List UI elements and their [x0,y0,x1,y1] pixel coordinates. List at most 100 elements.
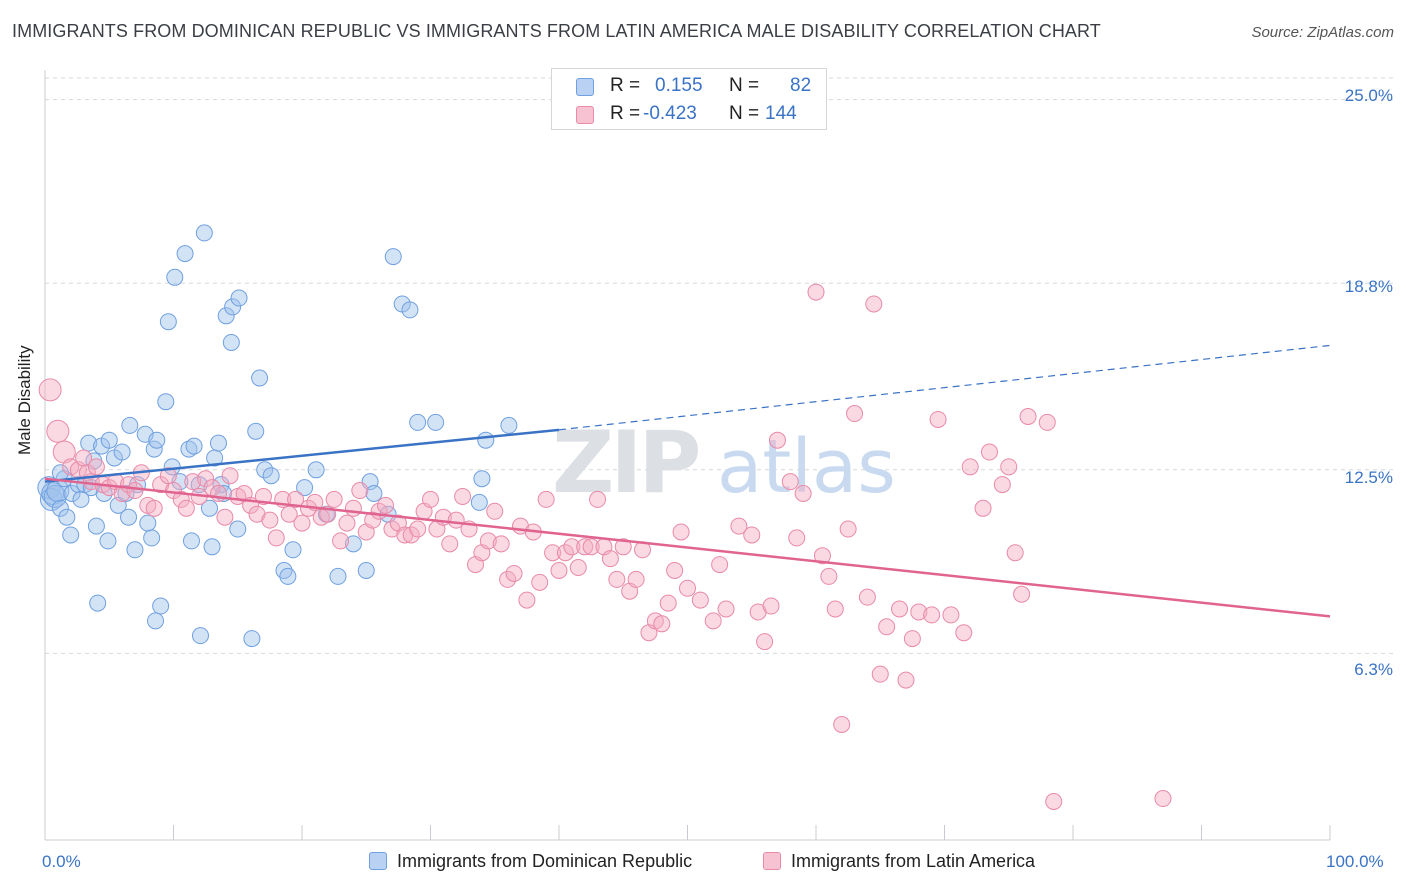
point-latin [865,295,883,313]
point-dominican [243,630,261,648]
point-latin [486,502,504,520]
point-dominican [100,431,118,449]
point-latin [833,716,851,733]
point-dominican [120,508,138,526]
point-dominican [209,434,227,452]
point-latin [1006,544,1024,562]
point-dominican [80,434,98,452]
point-latin [743,526,761,544]
point-latin [499,570,517,588]
point-latin [145,499,163,517]
point-latin [409,520,427,538]
legend-row-latin: R = -0.423 N = 144 [552,101,826,127]
point-latin [184,473,202,491]
point-dominican [62,526,80,544]
point-dominican [89,594,107,612]
legend-r-label: R = [610,75,641,96]
point-latin [614,538,632,556]
point-latin [929,410,947,428]
point-latin [531,573,549,591]
point-latin [993,476,1011,494]
point-latin [666,562,684,579]
point-latin [563,538,581,556]
point-dominican [166,268,184,286]
point-dominican [99,532,117,550]
point-latin [820,567,838,585]
point-dominican [191,627,209,645]
point-dominican [126,541,144,559]
point-dominican [329,567,347,585]
point-latin [172,490,190,508]
legend-n-label: N = [729,103,760,124]
point-latin [627,570,645,588]
bottom-legend-dominican: Immigrants from Dominican Republic [369,851,692,872]
source-label: Source: ZipAtlas.com [1251,24,1394,41]
point-latin [280,505,298,523]
point-dominican [185,437,203,455]
y-axis-label: Male Disability [15,345,34,455]
point-latin [781,473,799,491]
point-latin [756,633,774,651]
legend-n-value: 82 [790,75,812,96]
point-dominican [401,301,419,319]
point-dominican [182,532,200,550]
point-latin [177,499,195,517]
point-latin [807,283,825,301]
y-tick-label: 18.8% [1344,277,1393,296]
point-latin [422,490,439,508]
point-latin [711,556,729,574]
point-latin [679,579,696,597]
point-dominican [176,245,194,263]
point-latin [38,378,62,402]
legend-n-label: N = [729,75,760,96]
point-latin [659,594,677,612]
point-latin [1038,413,1056,431]
point-latin [942,606,960,624]
legend-r-label: R = [610,103,641,124]
legend-label: Immigrants from Dominican Republic [397,851,693,871]
legend-label: Immigrants from Latin America [791,851,1036,871]
legend-r-value: 0.155 [655,75,703,96]
point-latin [582,538,600,556]
point-dominican [470,493,488,511]
point-latin [159,467,177,485]
point-dominican [63,485,81,502]
point-latin [891,600,909,618]
point-dominican [256,461,274,479]
point-latin [961,458,979,476]
point-dominican [279,567,297,585]
point-latin [479,532,497,550]
point-latin [903,630,921,648]
point-latin [1045,793,1063,810]
swatch-dominican [576,78,594,96]
point-dominican [121,416,139,434]
point-dominican [365,485,383,502]
point-dominican [229,520,247,538]
point-latin [537,490,555,508]
point-dominican [344,535,362,553]
point-dominican [409,413,427,431]
point-dominican [139,514,157,532]
point-latin [878,618,896,636]
point-dominican [477,431,495,449]
point-latin [768,431,786,449]
point-dominican [200,499,218,517]
point-latin [653,615,671,633]
legend-n-value: 144 [765,103,797,124]
point-latin [1013,585,1031,603]
point-dominican [43,484,67,508]
point-dominican [152,597,170,615]
point-latin [589,490,607,508]
point-latin [576,538,594,556]
point-latin [897,671,915,689]
point-dominican [247,422,265,440]
chart-title: IMMIGRANTS FROM DOMINICAN REPUBLIC VS IM… [12,21,1101,41]
point-latin [332,532,350,550]
point-latin [839,520,857,538]
point-latin [672,523,690,541]
swatch-latin [576,106,594,124]
point-latin [351,482,369,500]
point-dominican [113,443,131,461]
y-tick-label: 6.3% [1354,660,1393,679]
point-latin [441,535,459,553]
